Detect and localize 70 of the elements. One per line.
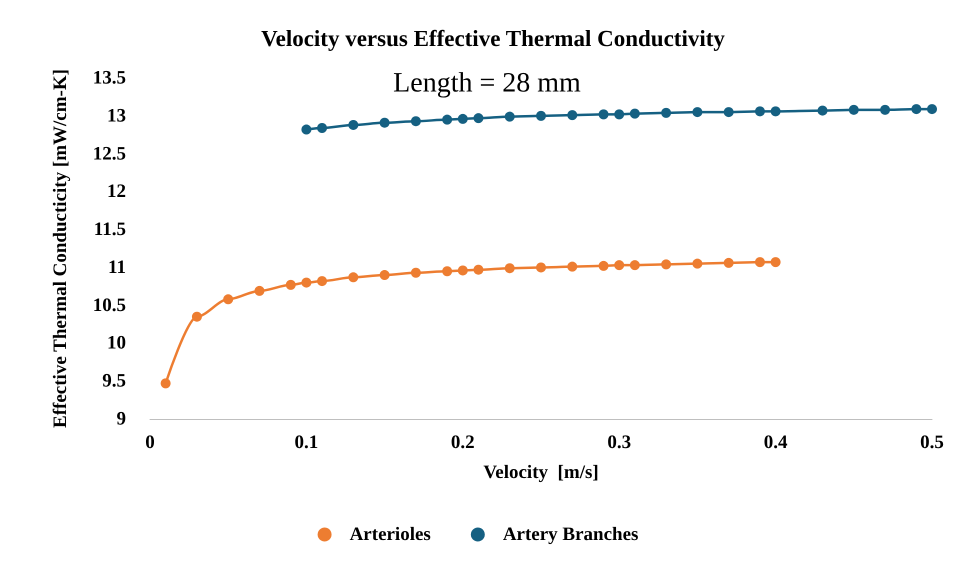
point [692,258,702,269]
point [598,260,609,271]
y-tick-label: 10 [107,332,126,354]
point [661,108,672,118]
point [880,104,890,115]
x-tick-label: 0.5 [920,432,944,453]
point [504,263,515,274]
point [473,113,484,124]
legend-label: Artery Branches [502,524,638,545]
point [301,124,312,135]
x-tick-label: 0.4 [764,432,788,453]
point [160,378,171,388]
point [630,108,640,119]
point [348,120,358,130]
y-tick-label: 13 [107,105,126,126]
point [818,106,828,116]
x-tick-label: 0.1 [294,432,318,453]
point [301,278,312,288]
y-axis-title: Effective Thermal Conducticity [mW/cm-K] [50,69,71,428]
y-tick-label: 12 [107,181,126,202]
y-tick-label: 11.5 [94,219,126,240]
point [754,257,765,268]
point [754,106,765,116]
point [286,280,296,290]
point [192,312,202,322]
point [348,272,358,282]
point [911,104,922,114]
x-tick-label: 0.3 [607,432,632,453]
chart-title: Velocity versus Effective Thermal Conductivity [261,26,726,51]
point [536,110,546,121]
point [567,262,578,272]
point [410,268,421,278]
point [442,114,452,125]
point [380,118,390,128]
point [614,109,624,120]
point [317,123,328,134]
point [692,107,702,118]
point [630,260,640,270]
point [567,110,578,120]
y-tick-label: 11 [108,256,126,278]
x-axis-title: Velocity [m/s] [483,462,599,483]
point [504,112,515,122]
point [410,116,421,126]
point [770,257,781,268]
point [458,265,468,276]
legend-label: Arterioles [350,524,431,545]
x-tick-label: 0 [145,432,155,453]
point [380,270,390,280]
point [598,109,609,120]
point [536,262,546,272]
point [770,106,781,116]
x-tick-label: 0.2 [450,432,475,453]
point [724,107,734,118]
point [458,114,468,124]
point [223,294,234,304]
chart-subtitle: Length = 28 mm [393,68,582,98]
y-tick-label: 12.5 [92,143,126,164]
point [442,266,452,276]
point [661,259,672,270]
point [927,104,937,114]
point [848,104,859,115]
point [724,258,734,268]
point [254,286,264,296]
point [614,260,624,270]
point [317,276,328,286]
y-tick-label: 9.5 [102,370,126,392]
y-tick-label: 9 [116,408,126,430]
point [473,264,484,275]
y-tick-label: 10.5 [92,294,126,316]
y-tick-label: 13.5 [92,68,126,88]
